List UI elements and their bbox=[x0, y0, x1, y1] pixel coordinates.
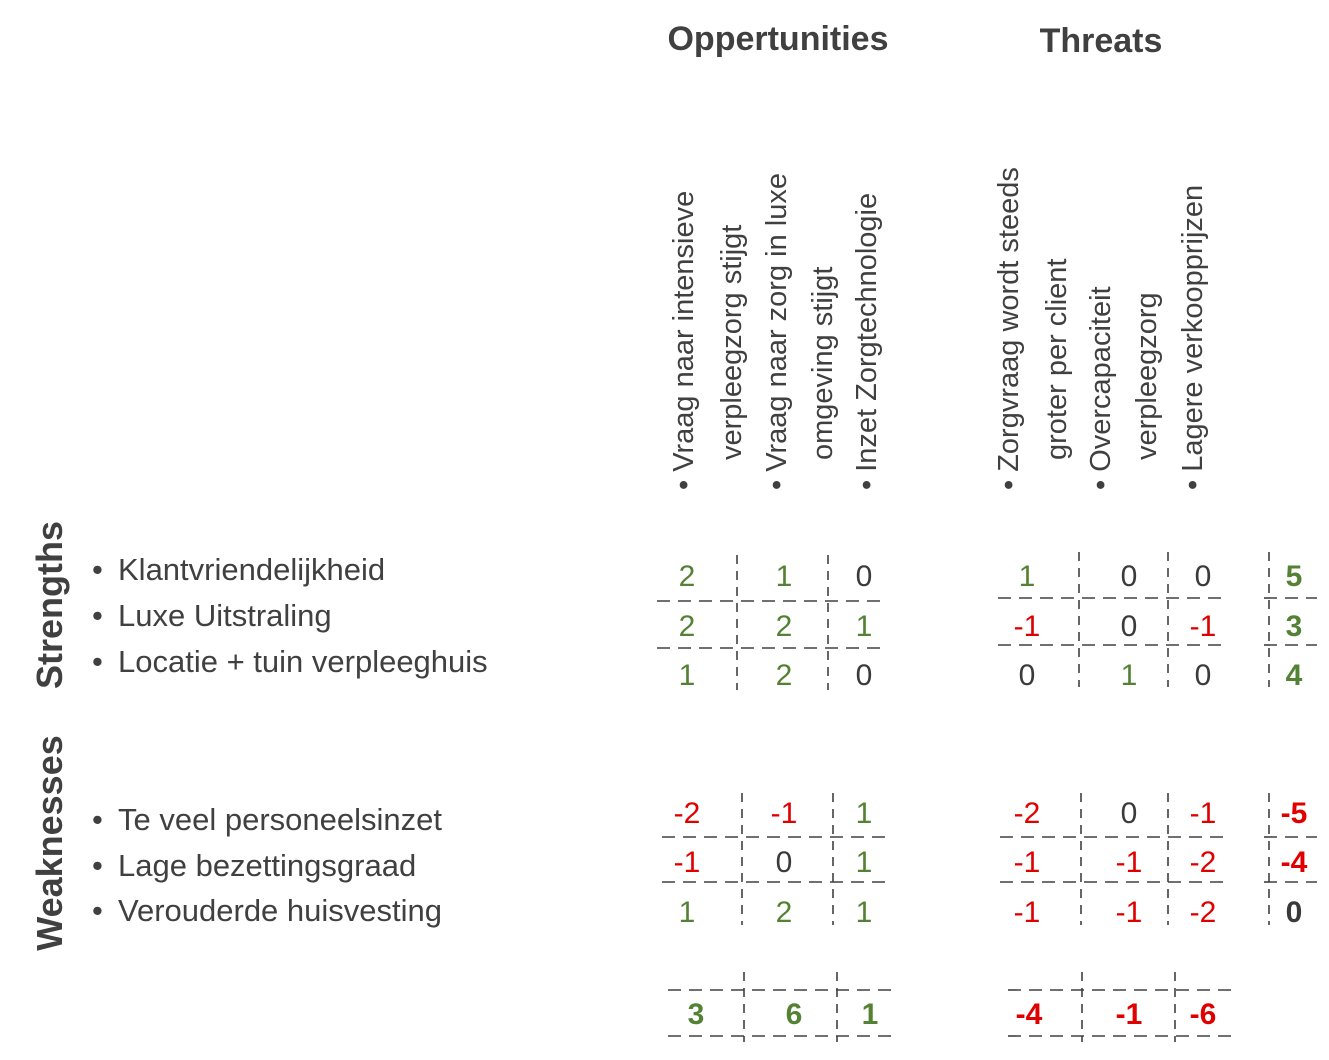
grid-lines bbox=[657, 552, 1317, 1042]
weaknesses-side-label: Weaknesses bbox=[29, 735, 70, 951]
column-total-cell: -1 bbox=[1116, 998, 1143, 1031]
strength-item-1: • Klantvriendelijkheid bbox=[92, 552, 385, 587]
opportunities-header: Oppertunities bbox=[667, 20, 888, 58]
row-total-cell: 0 bbox=[1286, 896, 1303, 929]
score-cell: -1 bbox=[1190, 797, 1217, 830]
score-cell: 0 bbox=[1195, 560, 1212, 593]
threat-1-line-1: • Zorgvraag wordt steeds bbox=[993, 167, 1025, 490]
bullet: • bbox=[92, 802, 103, 837]
score-cell: 1 bbox=[1121, 659, 1138, 692]
score-cell: 1 bbox=[679, 659, 696, 692]
weaknesses-list: • Te veel personeelsinzet • Lage bezetting… bbox=[92, 802, 442, 928]
score-cell: -2 bbox=[1190, 896, 1217, 929]
bullet: • bbox=[92, 893, 103, 928]
opportunity-1-line-2: verpleegzorg stijgt bbox=[716, 225, 748, 460]
bullet: • bbox=[92, 552, 103, 587]
opportunity-2-line-1: • Vraag naar zorg in luxe bbox=[761, 173, 793, 490]
score-cell: -2 bbox=[674, 797, 701, 830]
score-cell: -1 bbox=[1014, 846, 1041, 879]
opportunity-3-line-1: • Inzet Zorgtechnologie bbox=[851, 193, 883, 490]
column-total-cell: 3 bbox=[688, 998, 705, 1031]
score-cell: -2 bbox=[1190, 846, 1217, 879]
threat-2-line-2: verpleegzorg bbox=[1131, 292, 1163, 460]
strength-item-2: • Luxe Uitstraling bbox=[92, 598, 332, 633]
opportunity-column-2: • Vraag naar zorg in luxe omgeving stijg… bbox=[761, 173, 839, 490]
weakness-item-2: • Lage bezettingsgraad bbox=[92, 848, 416, 883]
score-cell: 2 bbox=[776, 896, 793, 929]
score-cell: 1 bbox=[856, 896, 873, 929]
score-cell: 0 bbox=[776, 846, 793, 879]
score-cell: 0 bbox=[1121, 560, 1138, 593]
threats-header: Threats bbox=[1040, 22, 1163, 60]
score-cell: -1 bbox=[1190, 610, 1217, 643]
score-cell: 0 bbox=[856, 659, 873, 692]
score-cell: 0 bbox=[1195, 659, 1212, 692]
threat-2-line-1: • Overcapaciteit bbox=[1085, 286, 1117, 490]
column-total-cell: 6 bbox=[786, 998, 803, 1031]
strength-item-3: • Locatie + tuin verpleeghuis bbox=[92, 644, 488, 679]
threat-3-line-1: • Lagere verkoopprijzen bbox=[1177, 185, 1209, 490]
opportunity-column-1: • Vraag naar intensieve verpleegzorg sti… bbox=[668, 191, 748, 490]
score-cell: 1 bbox=[679, 896, 696, 929]
score-cell: 2 bbox=[776, 610, 793, 643]
score-cell: 0 bbox=[1121, 610, 1138, 643]
opportunity-column-3: • Inzet Zorgtechnologie bbox=[851, 193, 883, 490]
threat-1-line-2: groter per client bbox=[1041, 259, 1073, 461]
bullet: • bbox=[92, 644, 103, 679]
score-cell: -2 bbox=[1014, 797, 1041, 830]
column-total-cell: 1 bbox=[862, 998, 879, 1031]
score-cell: 0 bbox=[1121, 797, 1138, 830]
score-cell: 0 bbox=[856, 560, 873, 593]
score-cell: -1 bbox=[771, 797, 798, 830]
score-cell: 2 bbox=[679, 610, 696, 643]
bullet: • bbox=[92, 598, 103, 633]
opportunity-1-line-1: • Vraag naar intensieve bbox=[668, 191, 700, 490]
score-cell: 2 bbox=[679, 560, 696, 593]
score-cell: -1 bbox=[674, 846, 701, 879]
threat-column-1: • Zorgvraag wordt steeds groter per clie… bbox=[993, 167, 1073, 490]
score-cell: -1 bbox=[1116, 846, 1143, 879]
strengths-list: • Klantvriendelijkheid • Luxe Uitstraling … bbox=[92, 552, 488, 679]
score-cell: -1 bbox=[1014, 610, 1041, 643]
row-total-cell: -4 bbox=[1281, 846, 1308, 879]
column-total-cell: -4 bbox=[1016, 998, 1043, 1031]
score-cell: -1 bbox=[1116, 896, 1143, 929]
score-cell: 0 bbox=[1019, 659, 1036, 692]
row-total-cell: 4 bbox=[1286, 659, 1303, 692]
opportunity-2-line-2: omgeving stijgt bbox=[807, 267, 839, 460]
score-cell: 2 bbox=[776, 659, 793, 692]
threat-column-2: • Overcapaciteit verpleegzorg bbox=[1085, 286, 1163, 490]
score-cell: 1 bbox=[856, 610, 873, 643]
score-cell: 1 bbox=[776, 560, 793, 593]
column-total-cell: -6 bbox=[1190, 998, 1217, 1031]
row-total-cell: 5 bbox=[1286, 560, 1303, 593]
score-cell: 1 bbox=[1019, 560, 1036, 593]
threat-column-3: • Lagere verkoopprijzen bbox=[1177, 185, 1209, 490]
weakness-item-1: • Te veel personeelsinzet bbox=[92, 802, 442, 837]
row-total-cell: 3 bbox=[1286, 610, 1303, 643]
weakness-item-3: • Verouderde huisvesting bbox=[92, 893, 442, 928]
row-total-cell: -5 bbox=[1281, 797, 1308, 830]
score-cell: 1 bbox=[856, 797, 873, 830]
strengths-side-label: Strengths bbox=[29, 521, 70, 689]
score-cell: -1 bbox=[1014, 896, 1041, 929]
bullet: • bbox=[92, 848, 103, 883]
score-cell: 1 bbox=[856, 846, 873, 879]
score-cells: 2 1 0 2 2 1 1 2 0 1 0 0 -1 0 -1 0 1 0 5 3 4 -2 -1 1 -1 0 1 1 2 1 -2 0 -1… bbox=[674, 560, 1308, 1031]
